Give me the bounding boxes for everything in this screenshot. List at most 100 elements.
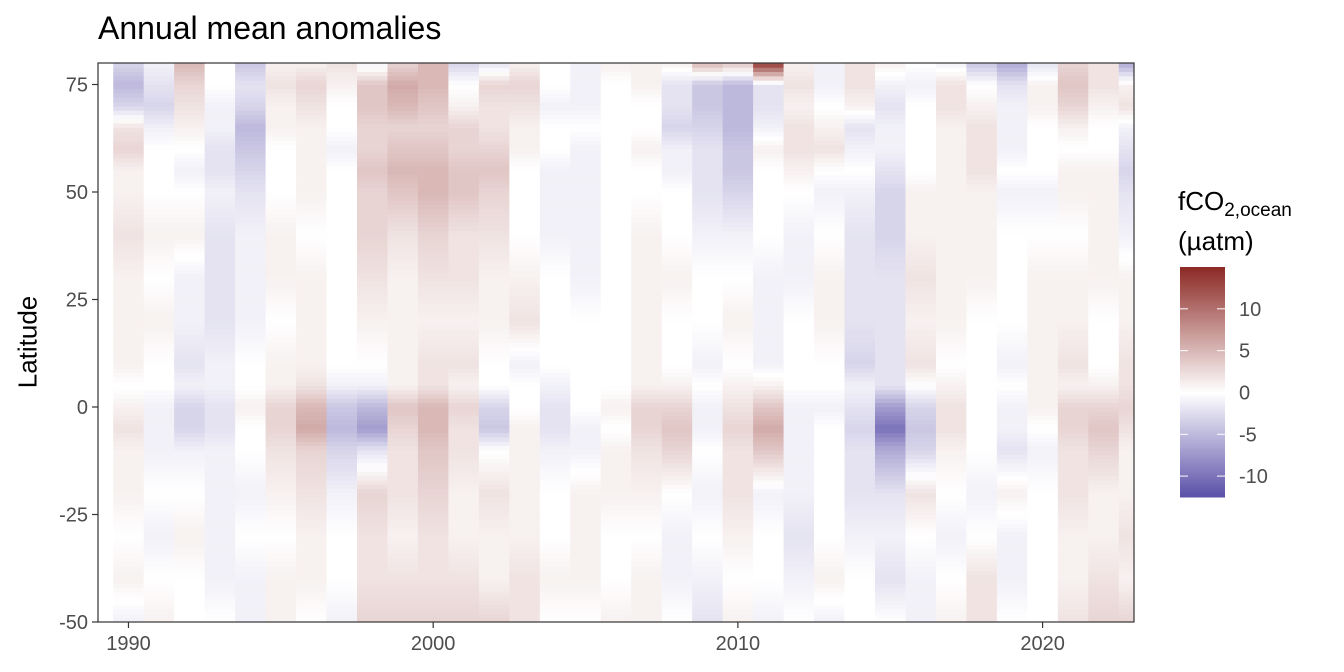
heatmap-cell	[753, 583, 784, 588]
heatmap-cell	[600, 273, 632, 279]
colorbar-segment	[1180, 474, 1225, 477]
heatmap-cell	[326, 299, 358, 305]
heatmap-cell	[417, 101, 449, 107]
heatmap-cell	[692, 75, 724, 81]
heatmap-cell	[661, 617, 693, 623]
heatmap-cell	[1027, 213, 1059, 219]
heatmap-cell	[357, 183, 388, 189]
heatmap-cell	[570, 118, 602, 124]
heatmap-cell	[722, 467, 754, 472]
heatmap-cell	[174, 273, 206, 279]
heatmap-cell	[296, 239, 327, 244]
heatmap-cell	[296, 282, 327, 287]
heatmap-cell	[174, 523, 206, 528]
heatmap-cell	[844, 364, 876, 369]
heatmap-cell	[265, 381, 297, 386]
heatmap-cell	[935, 183, 967, 189]
heatmap-cell	[570, 514, 602, 520]
heatmap-cell	[174, 110, 206, 115]
heatmap-cell	[417, 346, 449, 352]
heatmap-cell	[1057, 63, 1089, 68]
heatmap-cell	[326, 174, 358, 180]
heatmap-cell	[143, 166, 175, 171]
heatmap-cell	[143, 527, 175, 533]
heatmap-cell	[357, 101, 388, 107]
heatmap-cell	[1027, 583, 1059, 588]
heatmap-cell	[326, 368, 358, 373]
heatmap-cell	[357, 351, 388, 356]
heatmap-cell	[143, 471, 175, 477]
heatmap-cell	[509, 415, 541, 421]
heatmap-cell	[753, 609, 784, 614]
heatmap-cell	[966, 222, 998, 227]
heatmap-cell	[600, 136, 632, 141]
heatmap-cell	[143, 131, 175, 137]
heatmap-cell	[509, 604, 541, 610]
heatmap-cell	[265, 222, 297, 227]
heatmap-cell	[753, 110, 784, 115]
heatmap-cell	[600, 454, 632, 459]
heatmap-cell	[844, 106, 876, 111]
heatmap-cell	[296, 290, 327, 296]
heatmap-cell	[265, 591, 297, 597]
heatmap-cell	[326, 196, 358, 201]
heatmap-cell	[387, 114, 419, 120]
heatmap-cell	[966, 389, 998, 395]
heatmap-cell	[296, 480, 327, 485]
heatmap-cell	[722, 471, 754, 477]
heatmap-cell	[326, 67, 358, 72]
heatmap-cell	[661, 497, 693, 502]
colorbar-segment	[1180, 272, 1225, 276]
heatmap-cell	[814, 531, 845, 537]
heatmap-cell	[631, 587, 663, 593]
heatmap-cell	[143, 604, 175, 610]
heatmap-cell	[966, 600, 998, 606]
heatmap-cell	[905, 402, 937, 408]
heatmap-cell	[417, 467, 449, 472]
heatmap-cell	[661, 587, 693, 593]
heatmap-cell	[966, 338, 998, 343]
heatmap-cell	[996, 557, 1028, 563]
heatmap-cell	[661, 445, 693, 451]
heatmap-cell	[783, 505, 815, 511]
heatmap-cell	[387, 445, 419, 451]
heatmap-cell	[783, 579, 815, 584]
heatmap-cell	[478, 93, 510, 98]
heatmap-cell	[1088, 385, 1120, 391]
heatmap-cell	[478, 106, 510, 111]
heatmap-cell	[935, 308, 967, 313]
heatmap-cell	[174, 282, 206, 287]
heatmap-cell	[935, 437, 967, 442]
heatmap-cell	[875, 217, 906, 223]
heatmap-cell	[235, 604, 266, 610]
heatmap-cell	[143, 153, 175, 158]
heatmap-cell	[783, 394, 815, 399]
heatmap-cell	[265, 127, 297, 133]
heatmap-cell	[509, 527, 541, 533]
heatmap-cell	[296, 364, 327, 369]
heatmap-cell	[143, 510, 175, 515]
heatmap-cell	[814, 411, 845, 416]
heatmap-cell	[844, 321, 876, 326]
heatmap-cell	[1027, 217, 1059, 223]
heatmap-cell	[387, 290, 419, 296]
heatmap-cell	[113, 321, 145, 326]
heatmap-cell	[1088, 222, 1120, 227]
heatmap-cell	[905, 570, 937, 576]
heatmap-cell	[326, 411, 358, 416]
heatmap-cell	[844, 514, 876, 520]
heatmap-cell	[1118, 157, 1135, 163]
heatmap-cell	[753, 265, 784, 270]
heatmap-cell	[448, 523, 480, 528]
heatmap-cell	[417, 243, 449, 249]
heatmap-cell	[387, 389, 419, 395]
heatmap-cell	[1088, 579, 1120, 584]
heatmap-cell	[204, 600, 236, 606]
heatmap-cell	[1057, 118, 1089, 124]
heatmap-cell	[478, 118, 510, 124]
heatmap-cell	[905, 600, 937, 606]
heatmap-cell	[935, 209, 967, 214]
heatmap-cell	[1057, 140, 1089, 146]
heatmap-cell	[1088, 544, 1120, 550]
heatmap-cell	[875, 389, 906, 395]
